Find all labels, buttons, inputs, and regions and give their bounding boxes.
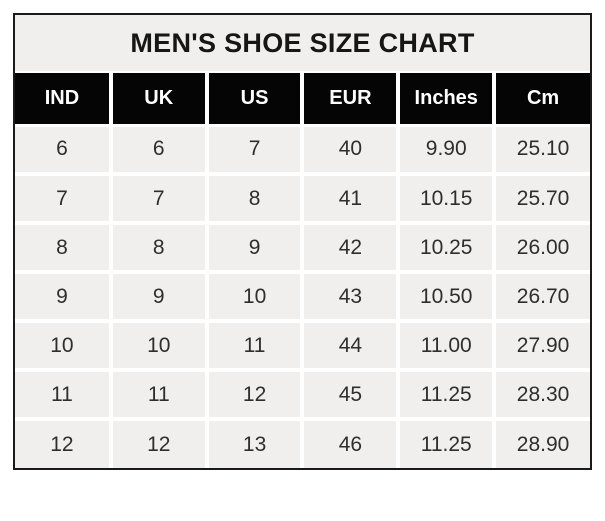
column-header-us: US — [206, 73, 305, 127]
table-row: 8 8 9 42 10.25 26.00 — [15, 223, 590, 274]
size-table: IND UK US EUR Inches Cm 6 6 7 40 9.90 25.10 7 7 8 41 10… — [15, 73, 590, 468]
column-header-uk: UK — [110, 73, 209, 127]
table-cell: 7 — [206, 125, 305, 176]
header-row: IND UK US EUR Inches Cm — [15, 73, 590, 127]
table-cell: 10.15 — [398, 174, 497, 225]
table-cell: 40 — [302, 125, 401, 176]
table-cell: 12 — [110, 419, 209, 468]
table-cell: 10 — [15, 321, 113, 372]
column-header-ind: IND — [15, 73, 113, 127]
table-cell: 10.25 — [398, 223, 497, 274]
table-cell: 12 — [206, 370, 305, 421]
table-cell: 45 — [302, 370, 401, 421]
table-cell: 42 — [302, 223, 401, 274]
table-cell: 11.00 — [398, 321, 497, 372]
table-cell: 10.50 — [398, 272, 497, 323]
table-row: 9 9 10 43 10.50 26.70 — [15, 272, 590, 323]
table-cell: 25.70 — [494, 174, 590, 225]
table-row: 10 10 11 44 11.00 27.90 — [15, 321, 590, 372]
table-header: IND UK US EUR Inches Cm — [15, 73, 590, 127]
table-row: 12 12 13 46 11.25 28.90 — [15, 419, 590, 468]
table-cell: 9 — [15, 272, 113, 323]
shoe-size-chart-panel: MEN'S SHOE SIZE CHART IND UK US EUR Inches Cm… — [13, 13, 592, 470]
table-cell: 11 — [206, 321, 305, 372]
table-cell: 9.90 — [398, 125, 497, 176]
table-cell: 8 — [206, 174, 305, 225]
table-cell: 11 — [15, 370, 113, 421]
chart-title: MEN'S SHOE SIZE CHART — [15, 15, 590, 71]
table-row: 7 7 8 41 10.15 25.70 — [15, 174, 590, 225]
table-cell: 41 — [302, 174, 401, 225]
column-header-cm: Cm — [494, 73, 590, 127]
table-cell: 6 — [15, 125, 113, 176]
table-cell: 12 — [15, 419, 113, 468]
table-cell: 27.90 — [494, 321, 590, 372]
table-cell: 8 — [110, 223, 209, 274]
column-header-inches: Inches — [398, 73, 497, 127]
table-cell: 10 — [206, 272, 305, 323]
table-cell: 28.90 — [494, 419, 590, 468]
table-cell: 26.70 — [494, 272, 590, 323]
table-cell: 11.25 — [398, 370, 497, 421]
table-cell: 13 — [206, 419, 305, 468]
table-cell: 7 — [110, 174, 209, 225]
table-cell: 25.10 — [494, 125, 590, 176]
column-header-eur: EUR — [302, 73, 401, 127]
table-cell: 11 — [110, 370, 209, 421]
table-cell: 9 — [110, 272, 209, 323]
table-cell: 8 — [15, 223, 113, 274]
table-cell: 26.00 — [494, 223, 590, 274]
table-body: 6 6 7 40 9.90 25.10 7 7 8 41 10.15 25.70 8 8 9 42 10.25 2… — [15, 125, 590, 468]
table-cell: 9 — [206, 223, 305, 274]
table-cell: 44 — [302, 321, 401, 372]
table-cell: 11.25 — [398, 419, 497, 468]
table-row: 11 11 12 45 11.25 28.30 — [15, 370, 590, 421]
table-row: 6 6 7 40 9.90 25.10 — [15, 125, 590, 176]
table-cell: 10 — [110, 321, 209, 372]
table-cell: 6 — [110, 125, 209, 176]
table-cell: 7 — [15, 174, 113, 225]
table-cell: 28.30 — [494, 370, 590, 421]
table-cell: 43 — [302, 272, 401, 323]
table-cell: 46 — [302, 419, 401, 468]
